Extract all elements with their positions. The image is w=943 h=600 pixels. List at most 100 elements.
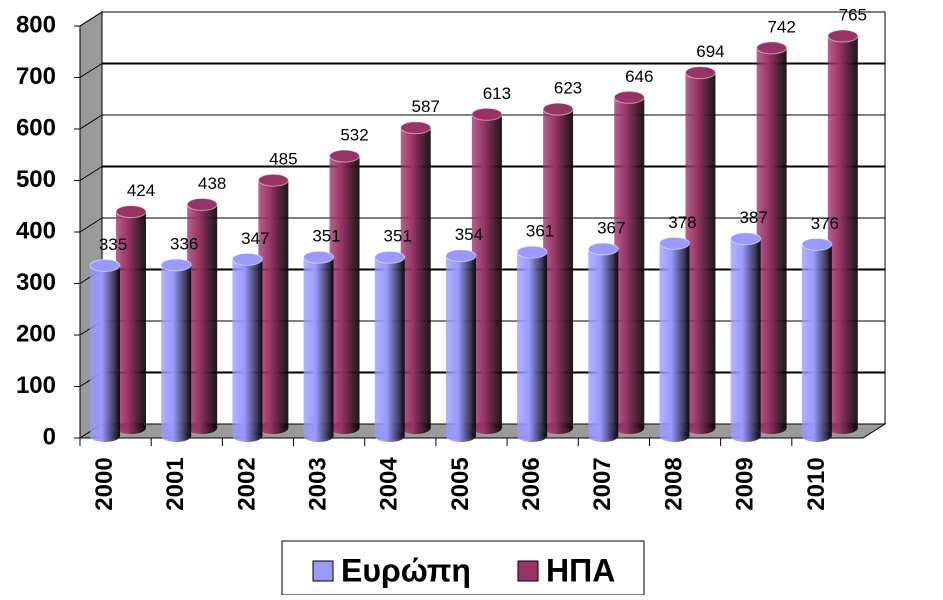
bar-body — [471, 114, 502, 429]
data-label: 351 — [384, 227, 412, 246]
bar-bottom — [614, 422, 645, 434]
bar-bottom — [232, 430, 263, 442]
legend-label: ΗΠΑ — [546, 552, 615, 588]
bar — [115, 205, 147, 434]
y-tick-label: 200 — [16, 320, 56, 347]
bar — [471, 107, 503, 434]
bar-body — [588, 248, 619, 436]
data-label: 335 — [99, 235, 127, 254]
y-tick-label: 400 — [16, 217, 56, 244]
bar-body — [161, 264, 192, 436]
x-tick-label: 2008 — [660, 457, 687, 510]
bar-bottom — [90, 430, 120, 442]
bar-bottom — [187, 422, 218, 434]
bar-body — [303, 257, 334, 436]
bar — [756, 41, 788, 434]
grid-line — [79, 11, 103, 27]
bar-body — [329, 156, 360, 428]
data-label: 354 — [455, 225, 483, 244]
bar — [160, 258, 192, 442]
bar — [587, 242, 619, 442]
bar-body — [116, 211, 146, 428]
bar-bottom — [445, 430, 476, 442]
bar-body — [232, 259, 263, 436]
y-tick-label: 300 — [16, 269, 56, 296]
bar-top — [186, 197, 218, 211]
bar-top — [445, 249, 477, 263]
bar — [186, 197, 218, 434]
bar — [231, 252, 263, 442]
bar-bottom — [659, 430, 690, 442]
bar — [400, 121, 432, 434]
bar-top — [471, 107, 503, 121]
x-tick-label: 2009 — [732, 457, 759, 510]
legend-label: Ευρώπη — [341, 552, 471, 588]
data-label: 532 — [340, 126, 368, 145]
bar-bottom — [730, 430, 761, 442]
bar-top — [516, 245, 548, 259]
bar — [801, 237, 833, 442]
data-label: 367 — [597, 218, 625, 237]
x-tick-label: 2000 — [91, 457, 118, 510]
grid-line — [79, 114, 103, 130]
bar-bottom — [543, 422, 574, 434]
x-tick-label: 2001 — [162, 457, 189, 510]
bar — [730, 232, 762, 442]
y-tick-label: 0 — [43, 423, 56, 450]
bar-body — [659, 243, 690, 436]
data-label: 694 — [696, 42, 724, 61]
bar — [516, 245, 548, 442]
bar-top — [801, 237, 833, 251]
bar-bottom — [827, 422, 858, 434]
x-tick-label: 2010 — [803, 457, 830, 510]
x-tick-label: 2004 — [376, 457, 403, 511]
x-tick-label: 2005 — [447, 457, 474, 510]
grid-line — [79, 166, 103, 181]
data-label: 765 — [839, 6, 867, 25]
bar — [303, 250, 335, 442]
bar-bottom — [329, 422, 360, 434]
bar-top — [257, 173, 289, 187]
data-label: 336 — [170, 234, 198, 253]
bar-body — [801, 244, 832, 436]
bar-top — [730, 232, 762, 246]
grid-line — [79, 63, 103, 78]
bar-body — [258, 180, 289, 428]
bar-body — [517, 252, 548, 436]
bar — [684, 66, 716, 434]
data-label: 351 — [312, 227, 340, 246]
bar-body — [730, 238, 761, 436]
data-label: 387 — [739, 208, 767, 227]
bar-top — [374, 250, 406, 264]
bar-body — [614, 97, 645, 428]
bar-body — [400, 127, 431, 428]
bar — [445, 249, 477, 442]
bar-top — [684, 66, 716, 80]
bar-top — [658, 236, 690, 250]
bar-top — [329, 149, 361, 163]
bar-bottom — [258, 422, 289, 434]
bar-top — [115, 205, 147, 219]
bar-top — [613, 90, 645, 104]
bar-bottom — [801, 430, 832, 442]
bar-body — [445, 255, 476, 436]
y-tick-label: 100 — [16, 372, 56, 399]
bar-bottom — [756, 422, 787, 434]
data-label: 613 — [483, 84, 511, 103]
bar-top — [231, 252, 263, 266]
bar-top — [89, 258, 121, 272]
data-label: 376 — [811, 214, 839, 233]
x-tick-label: 2003 — [304, 457, 331, 510]
data-label: 587 — [412, 97, 440, 116]
bar — [329, 149, 361, 434]
data-label: 485 — [269, 150, 297, 169]
bar-body — [90, 265, 120, 436]
data-label: 347 — [241, 229, 269, 248]
bar-bottom — [303, 430, 334, 442]
x-tick-label: 2006 — [518, 457, 545, 510]
bar-bottom — [517, 430, 548, 442]
y-tick-label: 800 — [16, 11, 56, 38]
bar-bottom — [374, 430, 405, 442]
bar — [542, 102, 574, 434]
